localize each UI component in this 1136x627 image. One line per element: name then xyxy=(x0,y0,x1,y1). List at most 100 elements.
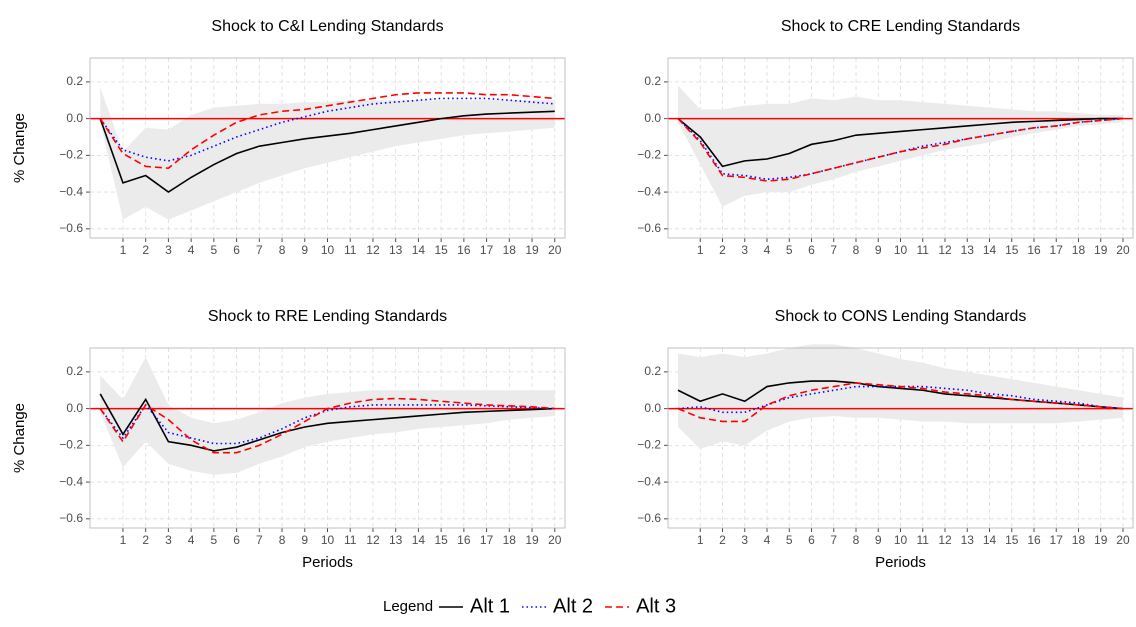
x-tick-label: 6 xyxy=(233,243,240,257)
x-tick-label: 3 xyxy=(165,243,172,257)
x-tick-label: 2 xyxy=(142,243,149,257)
x-tick-label: 6 xyxy=(808,533,815,547)
x-tick-label: 12 xyxy=(938,533,952,547)
x-tick-label: 10 xyxy=(321,533,335,547)
y-tick-label: 0.2 xyxy=(66,364,83,378)
x-tick-label: 1 xyxy=(120,533,127,547)
series-line xyxy=(677,382,1124,423)
y-tick-label: −0.2 xyxy=(637,438,661,452)
x-tick-label: 8 xyxy=(279,243,286,257)
x-tick-label: 11 xyxy=(917,243,930,257)
y-tick-label: 0.0 xyxy=(66,111,83,125)
y-tick-label: 0.2 xyxy=(644,74,661,88)
y-tick-label: 0.0 xyxy=(644,401,661,415)
x-tick-label: 2 xyxy=(719,243,726,257)
y-tick-label: −0.2 xyxy=(59,148,83,162)
x-tick-label: 15 xyxy=(1005,533,1019,547)
x-tick-label: 15 xyxy=(434,243,448,257)
x-tick-label: 1 xyxy=(697,243,704,257)
x-tick-label: 19 xyxy=(1094,243,1108,257)
series-line xyxy=(677,380,1124,410)
x-tick-label: 20 xyxy=(1116,533,1130,547)
x-tick-label: 14 xyxy=(412,533,426,547)
x-tick-label: 20 xyxy=(548,243,562,257)
x-tick-label: 19 xyxy=(525,243,539,257)
y-tick-label: 0.2 xyxy=(644,364,661,378)
x-tick-label: 16 xyxy=(1027,533,1041,547)
x-tick-label: 15 xyxy=(434,533,448,547)
panel-title: Shock to RRE Lending Standards xyxy=(208,308,447,325)
x-tick-label: 2 xyxy=(719,533,726,547)
x-tick-label: 5 xyxy=(211,243,218,257)
x-tick-label: 4 xyxy=(188,243,195,257)
x-tick-label: 6 xyxy=(808,243,815,257)
x-tick-label: 13 xyxy=(961,243,975,257)
x-tick-label: 18 xyxy=(503,533,517,547)
x-tick-label: 6 xyxy=(233,533,240,547)
series-line xyxy=(677,117,1124,182)
y-tick-label: −0.6 xyxy=(637,221,661,235)
x-tick-label: 12 xyxy=(366,243,380,257)
x-tick-label: 19 xyxy=(525,533,539,547)
x-tick-label: 8 xyxy=(279,533,286,547)
x-tick-label: 9 xyxy=(301,243,308,257)
y-tick-label: 0.0 xyxy=(644,111,661,125)
x-tick-label: 16 xyxy=(457,533,471,547)
legend-label: Alt 1 xyxy=(470,595,510,617)
x-tick-label: 18 xyxy=(1072,533,1086,547)
y-tick-label: −0.4 xyxy=(59,474,83,488)
x-tick-label: 5 xyxy=(786,243,793,257)
y-tick-label: −0.6 xyxy=(59,221,83,235)
confidence-band xyxy=(100,357,555,475)
x-tick-label: 14 xyxy=(412,243,426,257)
x-tick-label: 3 xyxy=(741,533,748,547)
x-tick-label: 13 xyxy=(389,243,403,257)
confidence-band xyxy=(100,87,555,220)
y-tick-label: −0.6 xyxy=(59,511,83,525)
legend-label: Alt 3 xyxy=(636,595,676,617)
panel-border xyxy=(667,347,1134,529)
x-tick-label: 7 xyxy=(830,533,837,547)
x-tick-label: 4 xyxy=(764,533,771,547)
x-tick-label: 20 xyxy=(548,533,562,547)
x-tick-label: 17 xyxy=(1050,243,1064,257)
x-tick-label: 7 xyxy=(256,243,263,257)
confidence-band xyxy=(678,85,1123,207)
x-tick-label: 20 xyxy=(1116,243,1130,257)
y-tick-label: −0.4 xyxy=(637,474,661,488)
x-tick-label: 3 xyxy=(741,243,748,257)
x-tick-label: 14 xyxy=(983,243,997,257)
x-tick-label: 8 xyxy=(853,243,860,257)
series-line xyxy=(99,110,555,194)
x-tick-label: 4 xyxy=(188,533,195,547)
x-tick-label: 17 xyxy=(480,533,494,547)
x-tick-label: 19 xyxy=(1094,533,1108,547)
x-tick-label: 9 xyxy=(875,533,882,547)
y-axis-title: % Change xyxy=(11,403,28,473)
panel-border xyxy=(667,57,1134,239)
x-tick-label: 7 xyxy=(830,243,837,257)
x-tick-label: 16 xyxy=(457,243,471,257)
y-axis-title: % Change xyxy=(11,113,28,183)
x-tick-label: 17 xyxy=(480,243,494,257)
x-tick-label: 12 xyxy=(938,243,952,257)
legend-label: Alt 2 xyxy=(553,595,593,617)
x-tick-label: 11 xyxy=(344,243,357,257)
y-tick-label: 0.0 xyxy=(66,401,83,415)
y-tick-label: −0.2 xyxy=(59,438,83,452)
x-tick-label: 4 xyxy=(764,243,771,257)
x-tick-label: 11 xyxy=(344,533,357,547)
series-line xyxy=(99,97,555,162)
panel-border xyxy=(89,57,566,239)
y-tick-label: −0.4 xyxy=(59,184,83,198)
series-line xyxy=(99,393,555,452)
x-tick-label: 12 xyxy=(366,533,380,547)
series-line xyxy=(99,92,555,170)
panel-border xyxy=(89,347,566,529)
panel-title: Shock to C&I Lending Standards xyxy=(211,18,443,35)
x-tick-label: 9 xyxy=(301,533,308,547)
series-line xyxy=(677,117,1123,168)
x-tick-label: 2 xyxy=(142,533,149,547)
x-tick-label: 14 xyxy=(983,533,997,547)
